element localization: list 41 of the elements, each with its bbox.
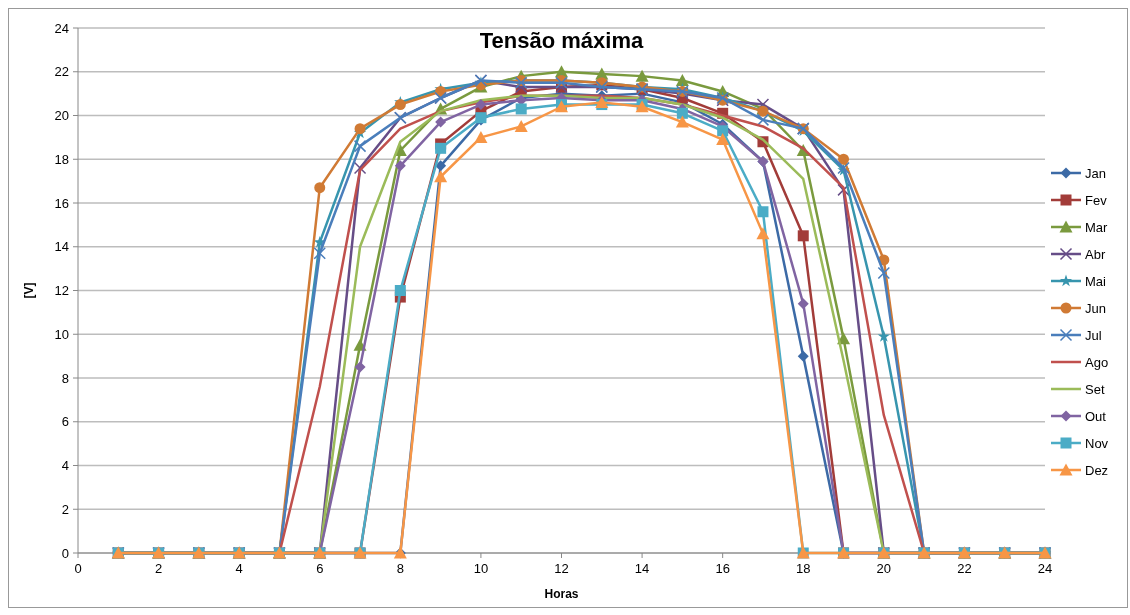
- legend-label: Out: [1085, 408, 1107, 424]
- x-tick-label: 2: [154, 561, 163, 576]
- y-tick-label: 18: [54, 151, 69, 167]
- x-axis-title: Horas: [544, 587, 579, 601]
- y-tick-label: 2: [61, 501, 69, 517]
- y-tick-label: 16: [54, 195, 69, 211]
- y-tick-label: 4: [61, 458, 69, 474]
- x-tick-label: 20: [876, 561, 892, 576]
- legend-label: Mai: [1085, 273, 1107, 289]
- y-tick-label: 0: [61, 545, 69, 561]
- x-tick-label: 10: [473, 561, 489, 576]
- legend-label: Nov: [1085, 435, 1109, 451]
- legend-label: Jun: [1085, 300, 1106, 316]
- legend-label: Dez: [1085, 462, 1109, 478]
- y-tick-label: 10: [54, 326, 69, 342]
- y-tick-label: 8: [61, 370, 69, 386]
- x-tick-label: 24: [1037, 561, 1053, 576]
- x-tick-label: 0: [74, 561, 82, 576]
- legend-label: Fev: [1085, 192, 1108, 208]
- legend-label: Jul: [1085, 327, 1102, 343]
- x-tick-label: 6: [316, 561, 324, 576]
- x-tick-label: 22: [957, 561, 972, 576]
- legend-label: Abr: [1085, 246, 1106, 262]
- y-tick-label: 14: [54, 239, 69, 255]
- legend-label: Set: [1085, 381, 1105, 397]
- x-tick-label: 14: [634, 561, 650, 576]
- x-tick-label: 8: [396, 561, 404, 576]
- y-tick-label: 22: [54, 64, 69, 80]
- legend-label: Mar: [1085, 219, 1109, 235]
- x-tick-label: 4: [235, 561, 243, 576]
- chart-title: Tensão máxima: [479, 28, 644, 53]
- x-tick-label: 12: [554, 561, 569, 576]
- y-tick-label: 24: [54, 20, 69, 36]
- y-tick-label: 20: [54, 108, 69, 124]
- y-axis-title: [V]: [22, 282, 36, 299]
- legend-label: Jan: [1085, 165, 1106, 181]
- y-tick-label: 6: [61, 414, 69, 430]
- x-tick-label: 16: [715, 561, 730, 576]
- y-tick-label: 12: [54, 283, 69, 299]
- x-tick-label: 18: [796, 561, 811, 576]
- legend-label: Ago: [1085, 354, 1109, 370]
